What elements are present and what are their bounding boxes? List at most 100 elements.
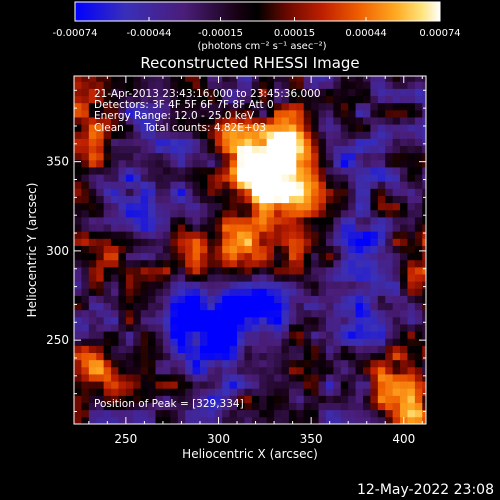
heatmap-cell (385, 381, 394, 389)
heatmap-cell (199, 231, 208, 239)
heatmap-cell (274, 202, 282, 211)
x-axis-title: Heliocentric X (arcsec) (182, 447, 318, 461)
heatmap-cell (333, 174, 342, 182)
heatmap-cell (348, 245, 356, 254)
heatmap-cell (311, 416, 319, 424)
heatmap-cell (244, 359, 253, 368)
heatmap-cell (407, 159, 416, 168)
heatmap-cell (103, 224, 112, 232)
heatmap-cell (185, 138, 193, 146)
heatmap-cell (414, 109, 423, 118)
heatmap-cell (170, 281, 179, 289)
heatmap-cell (74, 274, 82, 282)
heatmap-cell (259, 188, 268, 196)
heatmap-cell (96, 81, 105, 89)
heatmap-cell (148, 402, 156, 411)
heatmap-cell (96, 359, 105, 368)
heatmap-cell (170, 95, 179, 104)
heatmap-cell (407, 202, 416, 211)
heatmap-cell (259, 76, 268, 82)
heatmap-cell (207, 131, 216, 139)
heatmap-cell (88, 167, 97, 175)
heatmap-cell (148, 102, 156, 111)
heatmap-cell (244, 231, 253, 239)
heatmap-cell (88, 195, 97, 204)
heatmap-cell (325, 402, 334, 411)
heatmap-cell (333, 331, 342, 339)
heatmap-cell (199, 209, 208, 218)
heatmap-cell (96, 145, 105, 154)
heatmap-cell (185, 274, 193, 282)
heatmap-cell (333, 374, 342, 382)
heatmap-cell (244, 209, 253, 218)
heatmap-cell (370, 259, 379, 268)
heatmap-cell (340, 324, 349, 332)
heatmap-cell (303, 402, 312, 411)
heatmap-cell (266, 409, 275, 418)
heatmap-cell (237, 345, 245, 354)
heatmap-cell (392, 152, 401, 161)
heatmap-cell (400, 181, 408, 189)
heatmap-cell (422, 288, 426, 296)
heatmap-cell (244, 81, 253, 89)
heatmap-cell (274, 274, 282, 282)
heatmap-cell (370, 381, 379, 389)
heatmap-cell (74, 202, 82, 211)
heatmap-cell (162, 224, 171, 232)
heatmap-cell (348, 76, 356, 82)
heatmap-cell (251, 266, 260, 275)
heatmap-cell (296, 402, 305, 411)
heatmap-cell (340, 209, 349, 218)
heatmap-cell (222, 167, 231, 175)
heatmap-cell (303, 338, 312, 346)
heatmap-cell (363, 295, 371, 304)
heatmap-cell (251, 167, 260, 175)
heatmap-cell (192, 395, 201, 403)
heatmap-cell (162, 188, 171, 196)
heatmap-cell (422, 202, 426, 211)
heatmap-cell (74, 366, 82, 375)
heatmap-cell (177, 316, 186, 325)
heatmap-cell (170, 331, 179, 339)
heatmap-cell (340, 231, 349, 239)
heatmap-cell (422, 302, 426, 311)
heatmap-cell (274, 352, 282, 361)
heatmap-cell (118, 324, 127, 332)
heatmap-cell (318, 216, 327, 225)
heatmap-cell (377, 309, 386, 318)
heatmap-cell (88, 238, 97, 246)
heatmap-cell (274, 76, 282, 82)
heatmap-cell (140, 381, 149, 389)
heatmap-cell (140, 131, 149, 139)
heatmap-cell (125, 174, 134, 182)
heatmap-cell (370, 195, 379, 204)
heatmap-cell (222, 259, 231, 268)
heatmap-cell (74, 238, 82, 246)
heatmap-cell (385, 374, 394, 382)
heatmap-cell (333, 281, 342, 289)
heatmap-cell (192, 102, 201, 111)
heatmap-cell (125, 202, 134, 211)
heatmap-cell (385, 259, 394, 268)
heatmap-cell (318, 124, 327, 132)
heatmap-cell (392, 345, 401, 354)
heatmap-cell (414, 181, 423, 189)
heatmap-cell (325, 381, 334, 389)
heatmap-cell (229, 259, 238, 268)
heatmap-cell (311, 288, 319, 296)
heatmap-cell (81, 152, 90, 161)
heatmap-cell (251, 252, 260, 261)
heatmap-cell (288, 288, 297, 296)
heatmap-cell (422, 395, 426, 403)
heatmap-cell (103, 395, 112, 403)
heatmap-cell (340, 259, 349, 268)
heatmap-cell (222, 409, 231, 418)
heatmap-cell (133, 388, 142, 396)
heatmap-cell (355, 76, 364, 82)
heatmap-cell (207, 374, 216, 382)
heatmap-cell (355, 102, 364, 111)
heatmap-cell (333, 302, 342, 311)
heatmap-cell (348, 167, 356, 175)
heatmap-cell (348, 302, 356, 311)
